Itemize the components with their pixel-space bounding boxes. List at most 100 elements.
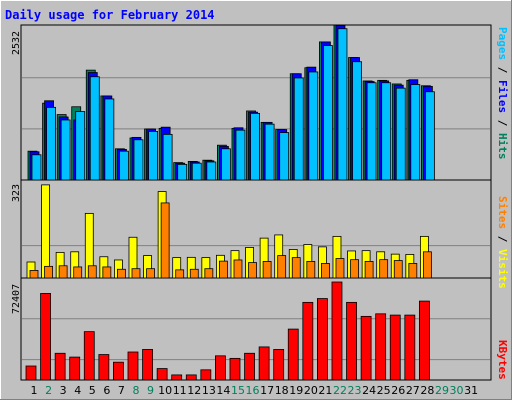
bar-pages-2 [46,106,56,181]
bar-visits-2 [41,184,50,279]
bar-kbytes-26 [389,314,401,381]
ymax-label-visits: 323 [11,183,22,202]
bar-pages-6 [104,98,115,181]
day-label-24: 24 [362,384,376,397]
bar-kbytes-1 [25,365,37,381]
bar-sites-14 [219,260,228,279]
day-label-30: 30 [450,384,464,397]
bar-kbytes-21 [316,298,328,381]
day-label-5: 5 [89,384,96,397]
day-label-13: 13 [202,384,216,397]
bar-sites-10 [160,202,170,279]
bar-sites-25 [379,259,389,279]
bar-pages-17 [264,123,275,181]
bar-kbytes-8 [127,351,139,381]
bar-pages-10 [162,133,173,181]
bar-kbytes-3 [54,352,66,381]
bar-kbytes-22 [331,281,343,381]
bar-pages-12 [191,162,202,181]
bar-sites-11 [175,269,185,279]
ymax-label-kbytes: 72407 [11,283,22,314]
bar-kbytes-20 [302,301,314,381]
day-label-4: 4 [74,384,81,397]
bar-sites-19 [291,257,301,279]
bar-sites-26 [393,260,403,279]
day-label-1: 1 [31,384,38,397]
bar-kbytes-6 [98,354,110,381]
day-label-28: 28 [420,384,434,397]
day-label-2: 2 [45,384,52,397]
bar-pages-15 [235,129,246,181]
bar-sites-23 [350,259,359,279]
legend-sep-2: / [496,113,509,133]
bar-pages-23 [352,61,362,181]
bar-kbytes-14 [215,355,226,381]
bar-pages-25 [381,82,392,181]
bar-pages-20 [308,71,319,181]
bar-kbytes-23 [346,301,357,381]
day-label-31: 31 [464,384,478,397]
bar-pages-7 [119,150,129,181]
legend-sites-visits: Sites / Visits [496,196,509,289]
bar-kbytes-11 [171,374,183,381]
bar-kbytes-5 [83,331,95,381]
legend-visits: Visits [496,249,509,289]
bar-sites-2 [44,265,53,279]
bar-pages-13 [206,161,217,181]
bar-pages-28 [424,91,435,181]
day-label-6: 6 [103,384,110,397]
bar-kbytes-2 [40,293,51,381]
bar-sites-4 [73,266,83,279]
day-label-26: 26 [391,384,405,397]
bar-kbytes-10 [156,368,168,381]
bar-pages-22 [337,28,348,181]
bar-sites-5 [87,265,97,279]
ymax-label-hits: 2532 [11,30,22,55]
legend-hits: Hits [496,133,509,160]
bar-kbytes-16 [244,352,255,381]
legend-sep-1: / [496,60,509,80]
bar-pages-4 [75,111,86,181]
legend-kbytes: KBytes [496,340,509,380]
bar-kbytes-7 [113,361,124,381]
bar-pages-8 [133,139,144,181]
day-label-17: 17 [260,384,274,397]
bar-pages-24 [366,82,377,181]
bar-sites-1 [29,270,39,279]
bar-pages-16 [250,112,260,181]
bar-pages-3 [60,119,71,181]
day-label-16: 16 [246,384,260,397]
bar-pages-18 [279,132,290,181]
bar-pages-5 [89,76,100,181]
bar-sites-13 [204,268,214,279]
bar-sites-28 [422,251,432,279]
bar-pages-21 [322,45,333,181]
day-label-3: 3 [60,384,67,397]
day-label-7: 7 [118,384,125,397]
day-label-9: 9 [147,384,154,397]
bar-kbytes-28 [418,300,430,381]
bar-pages-11 [177,163,188,181]
bar-sites-27 [408,263,418,279]
bar-sites-18 [277,255,287,279]
bar-kbytes-12 [185,374,197,381]
day-label-25: 25 [377,384,391,397]
bar-kbytes-4 [69,356,81,381]
bar-sites-24 [364,261,374,279]
day-label-23: 23 [348,384,362,397]
bar-sites-12 [189,268,199,279]
day-label-18: 18 [275,384,289,397]
bar-sites-8 [131,268,141,279]
day-label-20: 20 [304,384,318,397]
day-label-19: 19 [289,384,303,397]
bar-kbytes-13 [200,369,212,381]
bar-kbytes-15 [229,357,241,381]
bar-sites-7 [117,268,126,279]
bar-pages-9 [148,130,158,181]
bar-pages-19 [293,77,304,181]
bar-kbytes-18 [273,349,285,381]
bar-sites-3 [58,265,68,279]
day-label-14: 14 [216,384,230,397]
